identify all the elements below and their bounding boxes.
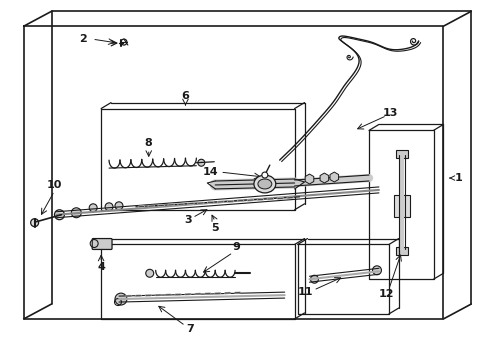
Circle shape	[71, 208, 81, 218]
Circle shape	[145, 269, 153, 277]
Text: 8: 8	[144, 138, 152, 148]
Circle shape	[262, 172, 267, 178]
Ellipse shape	[253, 175, 275, 193]
Text: 4: 4	[97, 262, 105, 272]
Text: 13: 13	[383, 108, 398, 117]
Circle shape	[372, 266, 381, 275]
Ellipse shape	[257, 179, 271, 189]
Text: 11: 11	[297, 287, 313, 297]
Text: 14: 14	[202, 167, 218, 177]
Circle shape	[31, 219, 39, 227]
FancyBboxPatch shape	[92, 239, 112, 249]
Text: 6: 6	[181, 91, 189, 101]
Circle shape	[54, 210, 64, 220]
Bar	[395, 247, 407, 255]
Circle shape	[310, 275, 318, 283]
Text: 1: 1	[449, 173, 461, 183]
Circle shape	[105, 203, 113, 211]
Circle shape	[89, 204, 97, 212]
Text: 3: 3	[184, 215, 192, 225]
Circle shape	[115, 293, 127, 305]
Text: 10: 10	[47, 180, 62, 190]
Circle shape	[198, 159, 204, 166]
Circle shape	[115, 202, 122, 210]
Text: 5: 5	[211, 222, 219, 233]
Text: 12: 12	[378, 289, 394, 299]
Text: 7: 7	[186, 324, 194, 334]
Bar	[395, 150, 407, 158]
Bar	[393, 195, 409, 217]
Text: 2: 2	[79, 34, 87, 44]
Text: 9: 9	[232, 243, 240, 252]
